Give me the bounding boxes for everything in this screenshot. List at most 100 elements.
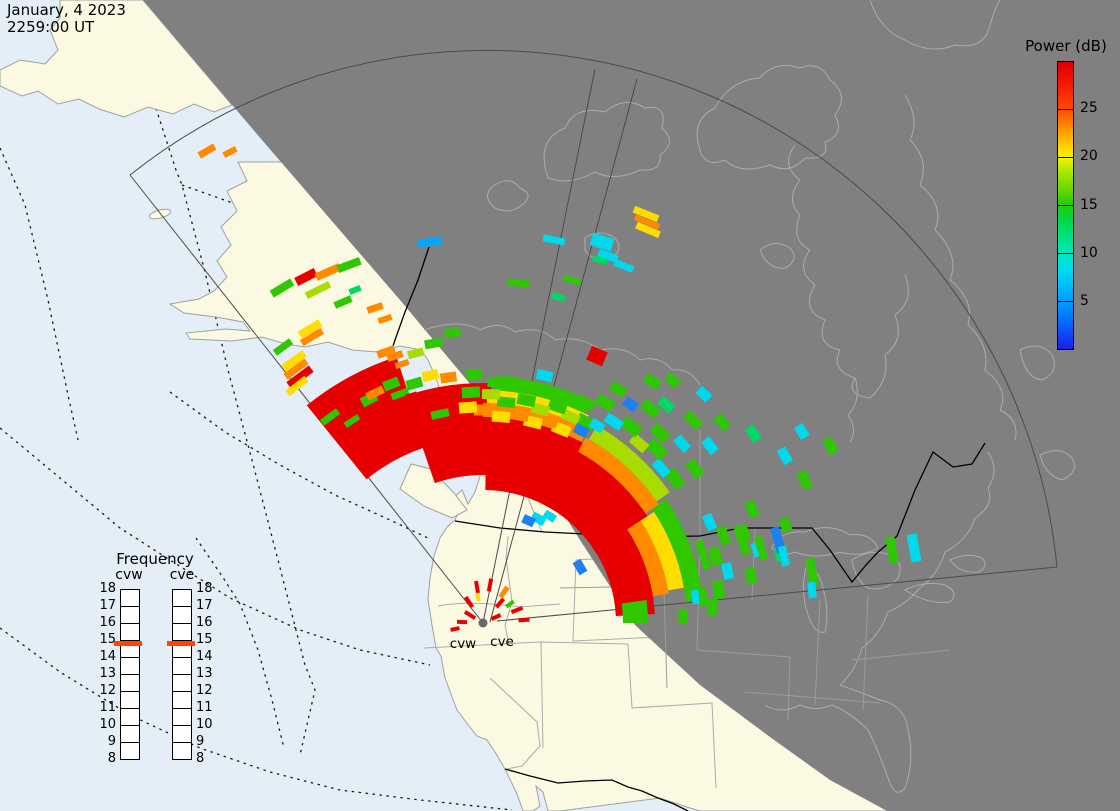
near-range-echo: [494, 597, 506, 609]
backscatter-tile: [269, 278, 295, 298]
backscatter-tile: [381, 376, 401, 392]
frequency-ladder-cell-cve: [172, 623, 192, 641]
backscatter-tile: [805, 557, 819, 587]
backscatter-tile: [542, 234, 566, 246]
backscatter-tile: [754, 535, 768, 561]
backscatter-tile: [906, 533, 922, 563]
near-range-echo: [498, 585, 510, 599]
backscatter-tile: [272, 338, 294, 356]
frequency-ladder-cell-cve: [172, 589, 192, 607]
backscatter-tile: [701, 512, 718, 532]
backscatter-tile: [645, 437, 669, 461]
backscatter-tile: [619, 415, 643, 438]
backscatter-band: [547, 451, 648, 551]
backscatter-band: [640, 511, 684, 591]
backscatter-tile: [683, 410, 703, 431]
frequency-ladder-cell-cve: [172, 674, 192, 692]
backscatter-tile: [376, 345, 396, 359]
backscatter-tile: [538, 412, 560, 429]
frequency-ladder-cell-cvw: [120, 674, 140, 692]
backscatter-tile: [386, 350, 404, 362]
backscatter-tile: [560, 408, 581, 425]
backscatter-tile: [487, 376, 504, 388]
backscatter-tile: [430, 408, 450, 420]
backscatter-tile: [597, 248, 619, 264]
backscatter-tile: [649, 422, 671, 444]
backscatter-layer: [197, 143, 922, 632]
backscatter-band: [621, 600, 648, 623]
backscatter-tile: [299, 327, 325, 347]
near-range-echo: [490, 613, 502, 621]
backscatter-tile: [394, 359, 410, 369]
colorbar-tick-label: 20: [1080, 148, 1098, 165]
backscatter-tile: [365, 385, 385, 401]
backscatter-tile: [639, 398, 661, 419]
backscatter-tile: [530, 511, 547, 527]
backscatter-tile: [405, 376, 424, 391]
backscatter-tile: [319, 408, 341, 426]
backscatter-tile: [744, 567, 758, 585]
backscatter-tile: [197, 143, 217, 159]
backscatter-tile: [664, 372, 682, 389]
backscatter-tile: [366, 302, 384, 314]
backscatter-band: [593, 526, 655, 617]
backscatter-tile: [547, 398, 568, 415]
backscatter-tile: [521, 514, 536, 528]
frequency-tick-label-cvw: 10: [99, 717, 116, 732]
map-label-cvw: cvw: [450, 636, 476, 652]
colorbar-tick-label: 25: [1080, 100, 1098, 117]
near-range-echo: [450, 626, 460, 632]
backscatter-tile: [613, 259, 635, 273]
frequency-marker-cvw: [114, 641, 142, 646]
backscatter-tile: [509, 408, 530, 423]
backscatter-tile: [496, 396, 516, 409]
backscatter-tile: [458, 401, 478, 414]
colorbar-division: [1057, 301, 1074, 303]
frequency-tick-label-cvw: 15: [99, 632, 116, 647]
colorbar-tick-label: 15: [1080, 196, 1098, 213]
backscatter-tile: [348, 285, 362, 295]
timestamp: January, 4 2023 2259:00 UT: [7, 2, 126, 36]
frequency-tick-label-cvw: 13: [99, 666, 116, 681]
frequency-tick-label-cvw: 9: [107, 734, 116, 749]
backscatter-tile: [304, 281, 332, 299]
frequency-tick-label-cve: 17: [196, 598, 213, 613]
backscatter-tile: [744, 424, 763, 444]
backscatter-tile: [707, 546, 724, 567]
near-range-echo: [486, 578, 494, 592]
backscatter-band: [627, 520, 669, 597]
backscatter-tile: [635, 221, 661, 239]
backscatter-tile: [281, 350, 307, 372]
coastline-st-lawrence-island: [148, 208, 172, 220]
backscatter-tile: [417, 236, 443, 248]
backscatter-tile: [554, 389, 576, 406]
backscatter-tile: [466, 368, 483, 380]
frequency-column-label-cvw: cvw: [115, 567, 143, 583]
backscatter-tile: [474, 404, 492, 416]
frequency-column-label-cve: cve: [169, 567, 195, 583]
backscatter-tile: [651, 458, 671, 479]
backscatter-tile: [685, 458, 705, 480]
backscatter-tile: [390, 387, 410, 401]
near-range-echo: [456, 619, 468, 625]
backscatter-tile: [297, 319, 323, 339]
backscatter-tile: [622, 396, 640, 413]
backscatter-tile: [711, 580, 726, 600]
backscatter-tile: [632, 205, 660, 223]
backscatter-tile: [633, 214, 661, 230]
backscatter-tile: [589, 232, 615, 252]
near-range-echo: [505, 599, 515, 609]
backscatter-tile: [314, 263, 342, 281]
backscatter-tile: [404, 391, 420, 405]
backscatter-band: [578, 437, 659, 514]
colorbar-tick-label: 10: [1080, 244, 1098, 261]
backscatter-tile: [776, 446, 793, 466]
backscatter-tile: [572, 422, 590, 439]
frequency-tick-label-cvw: 8: [107, 751, 116, 766]
coastline-vancouver-island: [399, 463, 468, 519]
frequency-tick-label-cve: 9: [196, 734, 205, 749]
near-range-echo: [510, 605, 524, 615]
backscatter-tile: [444, 327, 461, 338]
backscatter-tile: [885, 536, 899, 564]
